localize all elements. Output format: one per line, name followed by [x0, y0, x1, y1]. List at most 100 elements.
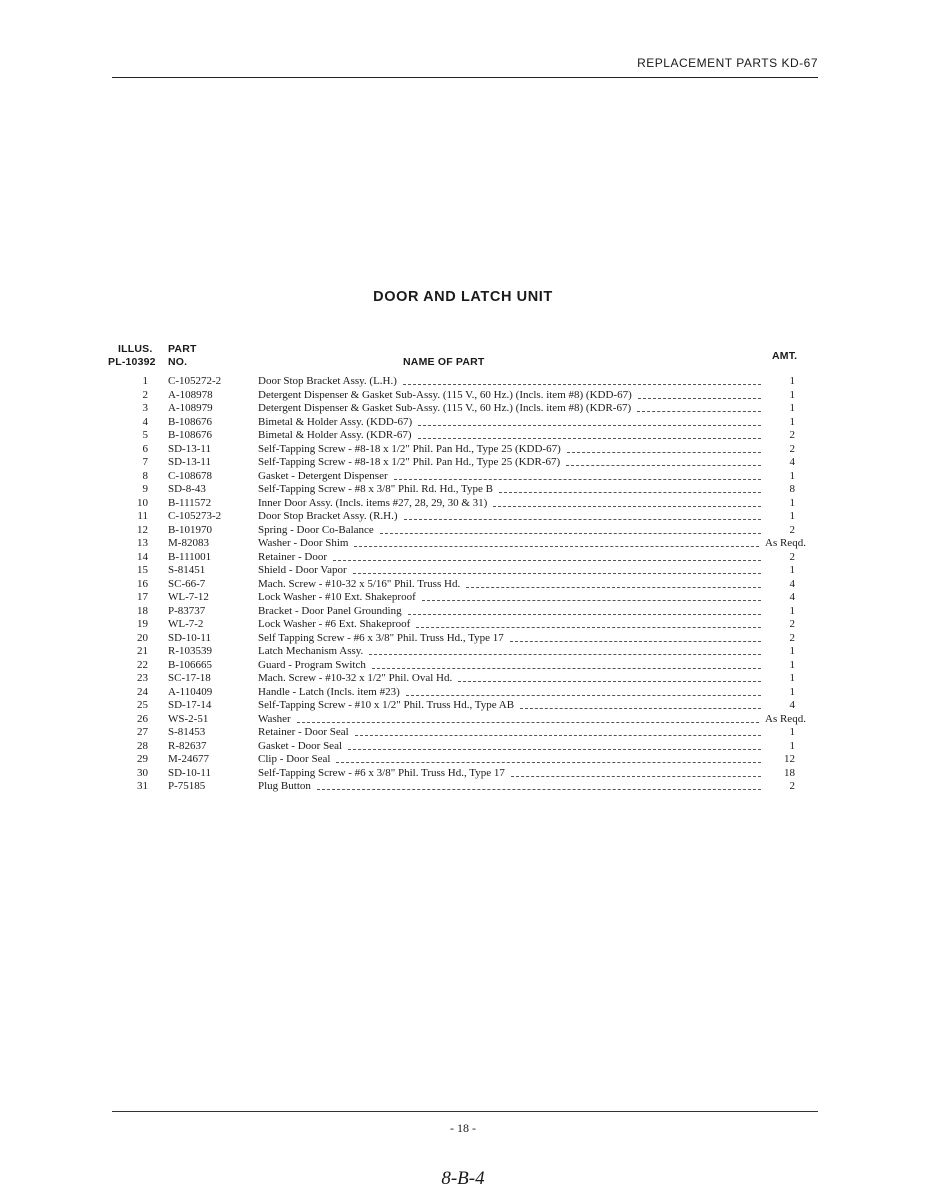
part-number: B-101970 — [168, 523, 212, 536]
illus-number: 29 — [137, 753, 148, 765]
part-number: SD-17-14 — [168, 699, 212, 711]
illus-number: 10 — [137, 496, 148, 509]
amount: 2 — [789, 429, 796, 441]
part-name-cell: Detergent Dispenser & Gasket Sub-Assy. (… — [258, 402, 765, 415]
table-row: 11 C-105273-2 Door Stop Bracket Assy. (R.H… — [0, 510, 945, 523]
part-name-cell: Washer - Door Shim — [258, 537, 763, 550]
amount: 1 — [789, 415, 796, 428]
dot-leader — [333, 559, 761, 561]
part-name-cell: Self-Tapping Screw - #8-18 x 1/2" Phil. … — [258, 456, 765, 469]
part-number: C-105272-2 — [168, 375, 222, 387]
table-row: 8 C-108678 Gasket - Detergent Dispenser 1 — [0, 470, 945, 483]
illus-number: 28 — [137, 739, 148, 752]
part-name-cell: Detergent Dispenser & Gasket Sub-Assy. (… — [258, 389, 765, 402]
part-name-cell: Door Stop Bracket Assy. (R.H.) — [258, 510, 765, 523]
part-number: S-81453 — [168, 726, 206, 738]
table-row: 13 M-82083 Washer - Door Shim As Reqd. — [0, 537, 945, 550]
table-row: 23 SC-17-18 Mach. Screw - #10-32 x 1/2" Ph… — [0, 672, 945, 685]
dot-leader — [402, 384, 761, 385]
part-name: Shield - Door Vapor — [258, 564, 347, 576]
illus-number: 20 — [137, 631, 148, 644]
part-name-cell: Plug Button — [258, 780, 765, 793]
footer-rule — [112, 1111, 818, 1112]
illus-number: 11 — [137, 510, 148, 522]
table-row: 19 WL-7-2 Lock Washer - #6 Ext. Shakeproof… — [0, 618, 945, 631]
section-title: DOOR AND LATCH UNIT — [373, 289, 553, 305]
table-row: 29 M-24677 Clip - Door Seal 12 — [0, 753, 945, 766]
handwritten-note: 8-B-4 — [441, 1168, 485, 1189]
amount: 1 — [789, 604, 796, 617]
column-header-illus-ref: PL-10392 — [108, 356, 156, 368]
column-header-part-no: NO. — [168, 356, 188, 368]
table-row: 31 P-75185 Plug Button 2 — [0, 780, 945, 793]
header-rule — [112, 77, 818, 78]
dot-leader — [566, 465, 761, 466]
amount: 1 — [789, 510, 796, 522]
amount: 2 — [789, 631, 796, 644]
part-number: SD-13-11 — [168, 442, 211, 455]
dot-leader — [316, 789, 761, 790]
part-name: Lock Washer - #10 Ext. Shakeproof — [258, 591, 416, 603]
illus-number: 9 — [142, 483, 149, 495]
part-name: Washer — [258, 712, 291, 725]
table-row: 18 P-83737 Bracket - Door Panel Grounding 1 — [0, 605, 945, 618]
illus-number: 18 — [137, 604, 148, 617]
part-name-cell: Door Stop Bracket Assy. (L.H.) — [258, 375, 765, 388]
illus-number: 1 — [142, 375, 149, 387]
dot-leader — [407, 613, 761, 615]
table-row: 20 SD-10-11 Self Tapping Screw - #6 x 3/8"… — [0, 632, 945, 645]
part-name: Latch Mechanism Assy. — [258, 645, 364, 657]
amount: 4 — [789, 456, 796, 468]
part-name-cell: Guard - Program Switch — [258, 659, 765, 672]
dot-leader — [405, 694, 761, 696]
column-header-illus: ILLUS. — [118, 343, 153, 355]
part-number: C-108678 — [168, 469, 212, 482]
amount: 4 — [789, 577, 796, 590]
table-row: 2 A-108978 Detergent Dispenser & Gasket Su… — [0, 389, 945, 402]
table-row: 22 B-106665 Guard - Program Switch 1 — [0, 659, 945, 672]
table-row: 16 SC-66-7 Mach. Screw - #10-32 x 5/16" Ph… — [0, 578, 945, 591]
illus-number: 16 — [137, 577, 148, 590]
part-number: SC-66-7 — [168, 577, 206, 590]
part-name-cell: Self-Tapping Screw - #6 x 3/8" Phil. Tru… — [258, 767, 765, 780]
table-row: 17 WL-7-12 Lock Washer - #10 Ext. Shakepro… — [0, 591, 945, 604]
illus-number: 8 — [142, 469, 149, 482]
amount: As Reqd. — [765, 712, 806, 725]
table-row: 28 R-82637 Gasket - Door Seal 1 — [0, 740, 945, 753]
table-row: 7 SD-13-11 Self-Tapping Screw - #8-18 x 1/… — [0, 456, 945, 469]
amount: 2 — [789, 550, 796, 563]
dot-leader — [403, 519, 761, 520]
illus-number: 31 — [137, 780, 148, 792]
table-row: 4 B-108676 Bimetal & Holder Assy. (KDD-67)… — [0, 416, 945, 429]
part-name-cell: Handle - Latch (Incls. item #23) — [258, 686, 765, 699]
dot-leader — [421, 600, 761, 601]
illus-number: 13 — [137, 537, 148, 549]
part-number: S-81451 — [168, 564, 206, 576]
amount: 4 — [789, 591, 796, 603]
dot-leader — [296, 721, 759, 723]
part-number: WS-2-51 — [168, 712, 209, 725]
table-row: 21 R-103539 Latch Mechanism Assy. 1 — [0, 645, 945, 658]
dot-leader — [458, 681, 761, 682]
dot-leader — [348, 748, 761, 750]
part-name-cell: Bimetal & Holder Assy. (KDD-67) — [258, 416, 765, 429]
table-row: 27 S-81453 Retainer - Door Seal 1 — [0, 726, 945, 739]
dot-leader — [393, 478, 761, 480]
table-row: 10 B-111572 Inner Door Assy. (Incls. items… — [0, 497, 945, 510]
part-name: Self Tapping Screw - #6 x 3/8" Phil. Tru… — [258, 631, 504, 644]
illus-number: 12 — [137, 523, 148, 536]
part-name-cell: Bimetal & Holder Assy. (KDR-67) — [258, 429, 765, 442]
part-number: R-82637 — [168, 739, 207, 752]
part-name-cell: Inner Door Assy. (Incls. items #27, 28, … — [258, 497, 765, 510]
amount: 1 — [789, 496, 796, 509]
part-number: A-110409 — [168, 685, 213, 698]
part-number: B-108676 — [168, 429, 212, 441]
amount: 1 — [789, 469, 796, 482]
illus-number: 25 — [137, 699, 148, 711]
amount: As Reqd. — [765, 537, 806, 549]
amount: 1 — [789, 388, 796, 401]
illus-number: 6 — [142, 442, 149, 455]
dot-leader — [352, 573, 761, 574]
table-row: 14 B-111001 Retainer - Door 2 — [0, 551, 945, 564]
part-number: M-24677 — [168, 753, 209, 765]
